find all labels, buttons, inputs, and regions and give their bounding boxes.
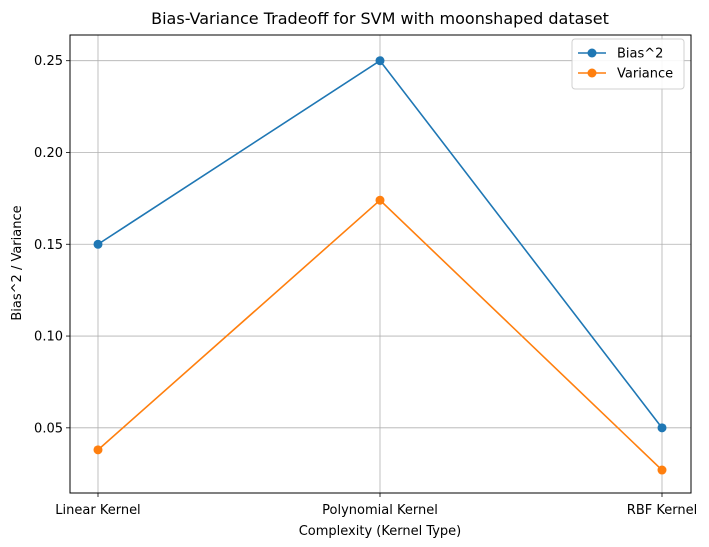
x-axis-title: Complexity (Kernel Type) xyxy=(299,524,462,539)
data-point-bias-2 xyxy=(657,423,667,433)
legend-marker-bias-2 xyxy=(587,48,597,58)
data-point-variance xyxy=(375,195,385,205)
y-tick-label: 0.10 xyxy=(34,330,63,345)
x-tick-label: RBF Kernel xyxy=(627,503,697,518)
x-tick-label: Polynomial Kernel xyxy=(322,503,438,518)
y-tick-label: 0.20 xyxy=(34,146,63,161)
legend-label-bias-2: Bias^2 xyxy=(617,47,663,62)
legend-marker-variance xyxy=(587,68,597,78)
y-tick-label: 0.15 xyxy=(34,238,63,253)
ticks: 0.05 0.10 0.15 0.20 0.25 Linear Kernel Polynom… xyxy=(34,54,697,518)
y-tick-label: 0.25 xyxy=(34,54,63,69)
series-layer xyxy=(93,56,667,475)
legend-label-variance: Variance xyxy=(617,67,673,82)
y-axis-title: Bias^2 / Variance xyxy=(10,205,25,320)
chart-title: Bias-Variance Tradeoff for SVM with moon… xyxy=(151,9,609,28)
legend: Bias^2 Variance xyxy=(571,38,685,90)
grid xyxy=(70,35,691,493)
plot-frame xyxy=(69,34,692,494)
legend-box xyxy=(571,38,685,90)
data-point-bias-2 xyxy=(375,56,385,66)
y-tick-label: 0.05 xyxy=(34,421,63,436)
data-point-variance xyxy=(657,465,667,475)
x-tick-label: Linear Kernel xyxy=(55,503,140,518)
data-point-bias-2 xyxy=(93,239,103,249)
data-point-variance xyxy=(93,445,103,455)
